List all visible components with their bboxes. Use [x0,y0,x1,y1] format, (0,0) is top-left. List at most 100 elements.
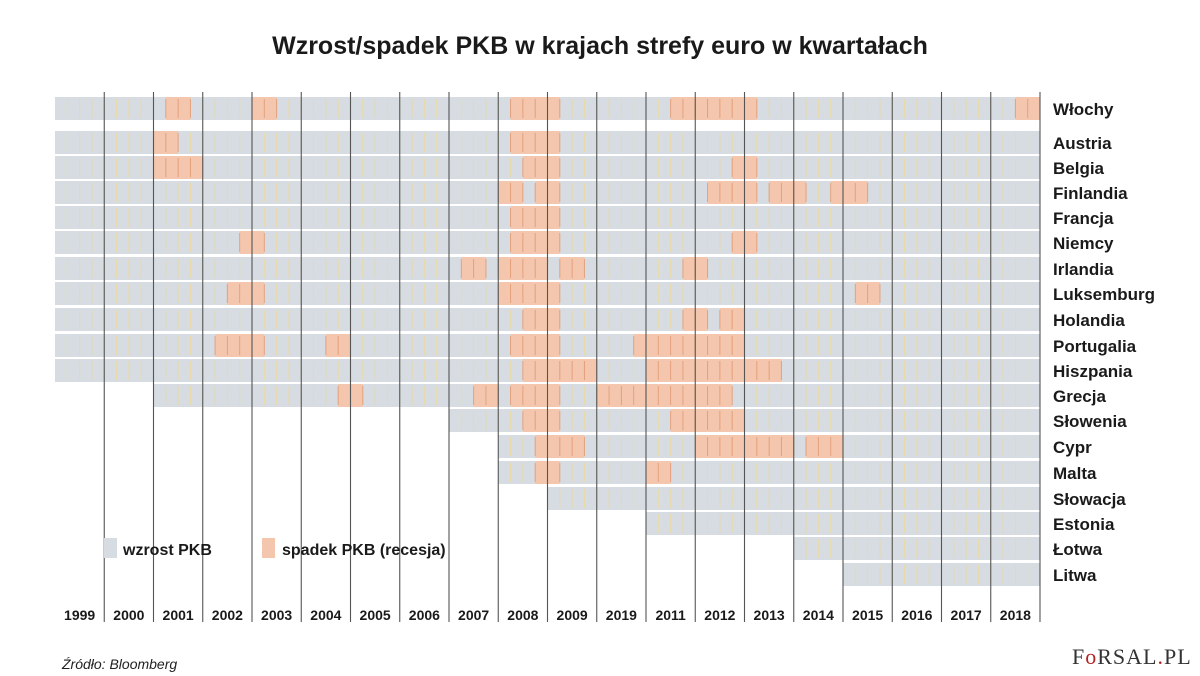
recession-quarter [843,181,856,204]
recession-quarter [744,359,757,382]
country-label: Francja [1053,209,1114,228]
year-label: 2015 [852,607,883,623]
legend: wzrost PKB spadek PKB (recesja) [104,538,446,559]
country-label: Austria [1053,134,1112,153]
recession-quarter [535,461,548,484]
recession-quarter [190,156,203,179]
recession-quarter [732,156,745,179]
recession-quarter [522,231,536,254]
recession-quarter [695,334,708,357]
recession-quarter [547,435,560,458]
recession-quarter [510,206,523,229]
legend-swatch-recession [262,538,275,558]
recession-quarter [646,334,659,357]
year-label: 2014 [803,607,834,623]
recession-quarter [178,97,191,120]
recession-quarter [682,384,696,407]
recession-quarter [559,359,573,382]
recession-quarter [732,435,745,458]
recession-quarter [707,409,720,432]
year-label: 2009 [557,607,588,623]
year-label: 2007 [458,607,489,623]
recession-quarter [535,131,548,154]
recession-quarter [535,97,548,120]
recession-quarter [535,156,548,179]
recession-quarter [744,156,757,179]
recession-quarter [572,257,585,280]
recession-quarter [646,461,659,484]
recession-quarter [732,359,745,382]
recession-quarter [522,334,536,357]
recession-quarter [264,97,277,120]
recession-quarter [522,97,536,120]
year-label: 2012 [704,607,735,623]
recession-quarter [646,359,659,382]
recession-quarter [547,181,560,204]
recession-quarter [547,131,560,154]
recession-quarter [855,282,868,305]
recession-quarter [215,334,228,357]
recession-quarter [535,409,548,432]
country-row [498,461,1040,484]
recession-quarter [510,334,523,357]
recession-quarter [510,282,523,305]
year-label: 2008 [507,607,538,623]
recession-quarter [522,359,536,382]
recession-quarter [695,359,708,382]
recession-quarter [719,359,733,382]
country-label: Belgia [1053,159,1105,178]
country-label: Portugalia [1053,337,1137,356]
recession-quarter [559,435,573,458]
country-label: Łotwa [1053,540,1103,559]
country-label: Holandia [1053,311,1125,330]
year-label: 2011 [655,607,686,623]
recession-quarter [338,384,351,407]
recession-quarter [744,435,757,458]
recession-quarter [535,257,548,280]
country-row [498,435,1040,458]
recession-quarter [510,384,523,407]
recession-quarter [239,282,252,305]
recession-quarter [719,435,733,458]
recession-quarter [178,156,191,179]
legend-swatch-growth [104,538,117,558]
recession-quarter [769,181,782,204]
recession-quarter [485,384,499,407]
recession-quarter [609,384,622,407]
recession-quarter [670,359,683,382]
recession-quarter [535,206,548,229]
recession-quarter [535,334,548,357]
recession-quarter [707,384,720,407]
recession-quarter [510,131,523,154]
recession-quarter [498,282,511,305]
recession-quarter [252,334,265,357]
recession-quarter [806,435,819,458]
recession-quarter [682,97,696,120]
recession-quarter [732,97,745,120]
recession-quarter [535,359,548,382]
year-label: 2005 [360,607,391,623]
recession-quarter [621,384,634,407]
recession-quarter [535,181,548,204]
country-label: Słowenia [1053,412,1127,431]
recession-quarter [1015,97,1028,120]
recession-quarter [756,359,770,382]
recession-quarter [227,282,240,305]
country-label: Luksemburg [1053,285,1155,304]
recession-quarter [781,435,794,458]
recession-quarter [522,131,536,154]
recession-quarter [547,409,560,432]
recession-quarter [535,282,548,305]
recession-quarter [682,409,696,432]
country-label: Cypr [1053,438,1092,457]
recession-quarter [670,384,683,407]
recession-quarter [596,384,610,407]
recession-quarter [510,257,523,280]
year-label: 2004 [310,607,341,623]
recession-quarter [522,282,536,305]
year-label: 2013 [754,607,785,623]
recession-quarter [535,384,548,407]
recession-quarter [707,334,720,357]
recession-quarter [719,334,733,357]
